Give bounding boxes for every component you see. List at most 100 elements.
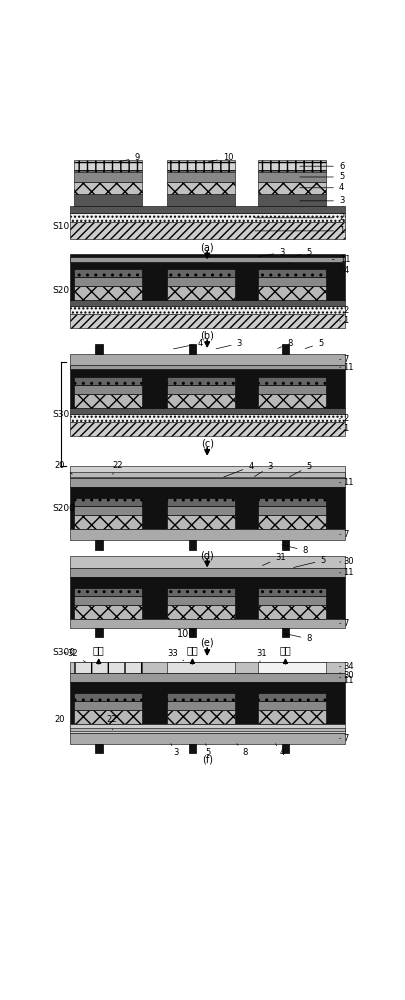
- Bar: [189, 344, 196, 354]
- Text: 4: 4: [173, 339, 203, 349]
- Text: 31: 31: [262, 553, 286, 565]
- Bar: [74, 701, 142, 710]
- Text: (f): (f): [202, 754, 213, 764]
- Bar: [70, 365, 345, 369]
- Bar: [258, 194, 326, 206]
- Bar: [167, 515, 235, 529]
- Bar: [70, 314, 345, 328]
- Bar: [167, 160, 235, 172]
- Bar: [70, 222, 345, 239]
- Bar: [258, 662, 326, 673]
- Bar: [70, 206, 345, 213]
- Bar: [167, 385, 235, 394]
- Bar: [258, 701, 326, 710]
- Text: 7: 7: [340, 619, 349, 628]
- Text: 1: 1: [255, 226, 344, 235]
- Bar: [167, 588, 235, 596]
- Bar: [74, 394, 142, 408]
- Bar: [167, 377, 235, 385]
- Text: 22: 22: [107, 715, 117, 730]
- Text: 5: 5: [294, 248, 311, 257]
- Bar: [258, 710, 326, 724]
- Text: 34: 34: [340, 662, 354, 671]
- Bar: [74, 506, 142, 515]
- Text: 6: 6: [300, 162, 344, 171]
- Text: 4: 4: [224, 462, 254, 477]
- Bar: [258, 515, 326, 529]
- Text: (c): (c): [200, 438, 214, 448]
- Bar: [70, 414, 345, 422]
- Text: 5: 5: [300, 172, 344, 181]
- Bar: [70, 422, 345, 436]
- Bar: [70, 568, 345, 577]
- Bar: [74, 182, 142, 194]
- Bar: [281, 540, 289, 550]
- Bar: [74, 596, 142, 605]
- Text: (a): (a): [200, 242, 214, 252]
- Text: 100: 100: [177, 629, 196, 639]
- Bar: [74, 710, 142, 724]
- Text: 30: 30: [340, 671, 354, 680]
- Text: 8: 8: [284, 633, 312, 643]
- Bar: [74, 194, 142, 206]
- Text: 11: 11: [333, 255, 350, 264]
- Text: 8: 8: [278, 339, 292, 348]
- Text: 11: 11: [340, 363, 354, 372]
- Bar: [189, 540, 196, 550]
- Text: 3: 3: [259, 248, 285, 257]
- Text: 22: 22: [113, 461, 123, 474]
- Text: 7: 7: [340, 734, 349, 743]
- Bar: [70, 306, 345, 314]
- Text: 20: 20: [55, 461, 72, 474]
- Bar: [258, 172, 326, 182]
- Text: 5: 5: [294, 556, 326, 567]
- Bar: [95, 628, 102, 637]
- Bar: [167, 286, 235, 300]
- Text: 3: 3: [254, 462, 273, 477]
- Bar: [70, 733, 345, 744]
- Bar: [74, 515, 142, 529]
- Bar: [167, 605, 235, 619]
- Bar: [74, 662, 142, 673]
- Text: 8: 8: [237, 744, 248, 757]
- Bar: [70, 478, 345, 487]
- Bar: [70, 662, 345, 673]
- Bar: [74, 377, 142, 385]
- Text: 2: 2: [340, 414, 349, 423]
- Bar: [95, 540, 102, 550]
- Bar: [74, 172, 142, 182]
- Bar: [70, 724, 345, 733]
- Text: 1: 1: [340, 424, 349, 433]
- Bar: [258, 160, 326, 172]
- Text: 2: 2: [255, 213, 344, 222]
- Bar: [167, 394, 235, 408]
- Bar: [70, 472, 345, 477]
- Text: 5: 5: [206, 744, 211, 757]
- Bar: [167, 498, 235, 506]
- Text: 3: 3: [300, 196, 344, 205]
- Bar: [167, 506, 235, 515]
- Bar: [70, 466, 345, 478]
- Bar: [74, 286, 142, 300]
- Bar: [70, 366, 345, 408]
- Bar: [281, 344, 289, 354]
- Text: 7: 7: [340, 355, 349, 364]
- Bar: [281, 628, 289, 637]
- Bar: [70, 487, 345, 529]
- Text: 4: 4: [275, 744, 284, 757]
- Text: 8: 8: [282, 545, 308, 555]
- Text: 1: 1: [340, 316, 349, 325]
- Bar: [258, 182, 326, 194]
- Bar: [95, 344, 102, 354]
- Bar: [70, 254, 345, 300]
- Text: S200: S200: [52, 504, 75, 513]
- Text: 红光: 红光: [93, 645, 104, 655]
- Text: 31: 31: [256, 649, 266, 662]
- Text: (b): (b): [200, 331, 214, 341]
- Bar: [167, 693, 235, 701]
- Bar: [167, 596, 235, 605]
- Bar: [70, 408, 345, 414]
- Bar: [167, 194, 235, 206]
- Bar: [258, 588, 326, 596]
- Bar: [74, 588, 142, 596]
